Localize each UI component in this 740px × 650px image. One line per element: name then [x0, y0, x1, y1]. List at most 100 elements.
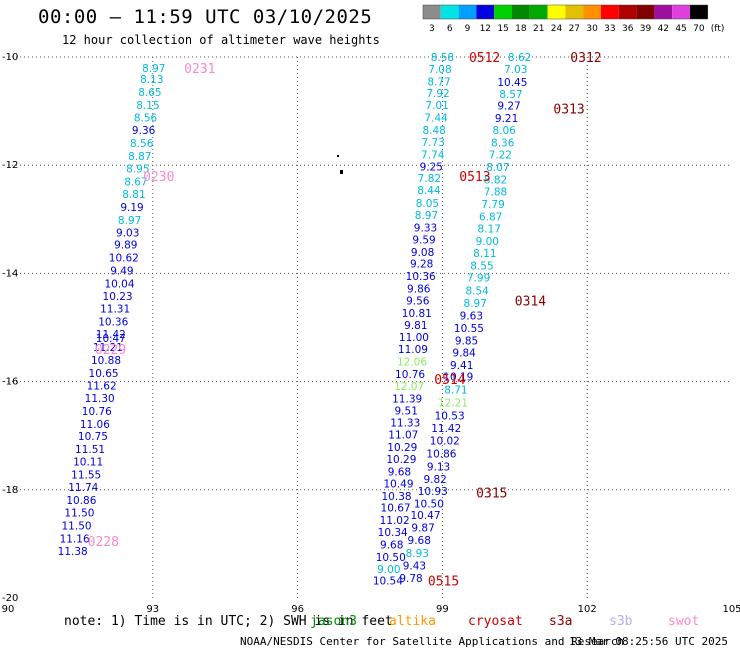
legend-swatch [601, 5, 619, 19]
wave-height-point: 11.51 [75, 444, 105, 456]
legend-swatch [440, 5, 459, 19]
wave-height-point: 8.58 [431, 52, 454, 64]
wave-height-point: 8.77 [427, 76, 450, 88]
y-tick-label: -10 [2, 52, 18, 63]
wave-height-point: 10.02 [430, 436, 460, 448]
wave-height-point: 9.27 [497, 101, 520, 113]
wave-height-point: 9.68 [408, 535, 431, 547]
wave-height-point: 10.29 [387, 442, 417, 454]
legend-swatch [423, 5, 441, 19]
track-time-labels: 0231 0230 0229 0228 0512 0513 0514 0515 0312 0313… [88, 51, 602, 590]
track-time-label: 0229 [95, 343, 126, 358]
wave-height-point: 9.36 [132, 125, 156, 137]
wave-height-point: 8.97 [415, 210, 438, 222]
island-dot [340, 170, 343, 174]
x-tick-label: 90 [2, 604, 15, 615]
legend-value-label: 12 [480, 24, 491, 34]
wave-height-point: 9.25 [420, 161, 443, 173]
legend-value-label: 3 [429, 24, 435, 34]
wave-height-point: 9.56 [406, 295, 430, 307]
track-time-label: 0231 [184, 62, 215, 77]
wave-height-point: 10.76 [82, 406, 112, 418]
wave-height-point: 9.33 [414, 222, 437, 234]
wave-height-point: 8.95 [126, 163, 149, 175]
x-tick-label: 102 [578, 604, 597, 615]
y-tick-label: -12 [2, 160, 18, 171]
wave-height-point: 10.23 [103, 291, 133, 303]
legend-swatch [565, 5, 584, 19]
track-time-label: 0514 [434, 373, 465, 388]
wave-height-point: 11.50 [64, 508, 94, 520]
footer-note: note: 1) Time is in UTC; 2) SWH is in fe… [64, 614, 393, 629]
axis-ticks: 90 93 96 99 102 105 -10 -12 -14 -16 -18 -20 [2, 52, 740, 615]
wave-height-point: 9.19 [120, 202, 143, 214]
track-time-label: 0314 [515, 294, 546, 309]
legend-swatch [529, 5, 548, 19]
wave-height-point: 10.81 [402, 308, 432, 320]
wave-height-point: 9.68 [388, 466, 411, 478]
wave-height-point: 8.07 [486, 162, 509, 174]
wave-height-point: 7.82 [418, 173, 441, 185]
wave-height-point: 10.36 [406, 271, 436, 283]
wave-height-point: 10.86 [426, 449, 456, 461]
wave-height-point: 8.05 [416, 198, 439, 210]
legend-value-label: 6 [447, 24, 453, 34]
wave-height-point: 11.09 [398, 344, 428, 356]
wave-height-point: 11.38 [58, 546, 88, 558]
wave-height-point: 9.63 [460, 311, 483, 323]
wave-height-point: 9.59 [412, 234, 435, 246]
legend-swatch [547, 5, 566, 19]
wave-height-point: 7.74 [421, 149, 445, 161]
wave-height-point: 8.71 [444, 385, 467, 397]
wave-height-point: 8.97 [118, 215, 141, 227]
wave-height-point: 7.92 [426, 88, 449, 100]
wave-height-point: 10.88 [91, 355, 121, 367]
wave-height-point: 10.54 [373, 576, 403, 588]
wave-height-point: 8.62 [508, 52, 531, 64]
wave-height-point: 7.73 [422, 137, 445, 149]
wave-height-point: 6.87 [479, 212, 502, 224]
legend-value-label: 33 [604, 24, 615, 34]
legend-swatch [494, 5, 512, 19]
wave-height-point: 10.38 [382, 491, 412, 503]
legend-value-label: 42 [658, 24, 669, 34]
map-grid [8, 56, 732, 598]
wave-height-point: 9.68 [380, 539, 403, 551]
wave-height-point: 9.08 [411, 247, 434, 259]
legend-value-label: 27 [569, 24, 580, 34]
wave-height-point: 8.15 [136, 100, 159, 112]
wave-height-point: 11.55 [71, 470, 101, 482]
legend-value-label: 9 [465, 24, 471, 34]
legend-value-label: 36 [622, 24, 634, 34]
y-tick-label: -16 [2, 377, 18, 388]
wave-height-point: 11.06 [80, 419, 110, 431]
wave-height-point: 11.50 [62, 521, 92, 533]
wave-height-point: 8.06 [492, 125, 516, 137]
wave-height-point: 8.44 [417, 185, 441, 197]
wave-height-point: 9.00 [377, 564, 400, 576]
wave-height-point: 12.07 [394, 381, 424, 393]
legend-value-label: 70 [693, 24, 705, 34]
wave-height-point: 10.67 [381, 503, 411, 515]
wave-height-point: 10.86 [66, 495, 96, 507]
wave-height-point: 8.57 [499, 89, 522, 101]
x-tick-label: 105 [722, 604, 740, 615]
wave-height-point: 9.85 [455, 335, 478, 347]
wave-height-point: 9.41 [450, 360, 473, 372]
wave-height-point: 10.65 [89, 368, 119, 380]
wave-height-point: 9.28 [410, 259, 433, 271]
track-time-label: 0515 [428, 575, 459, 590]
wave-height-point: 9.21 [495, 113, 518, 125]
wave-height-point: 9.78 [399, 573, 422, 585]
wave-height-point: 9.84 [452, 347, 476, 359]
wave-height-point: 9.43 [403, 561, 426, 573]
page-subtitle: 12 hour collection of altimeter wave hei… [62, 33, 380, 47]
legend-swatch [636, 5, 655, 19]
wave-height-point: 9.89 [114, 240, 137, 252]
wave-height-point: 9.49 [110, 266, 133, 278]
y-tick-label: -20 [2, 593, 18, 604]
track-time-label: 0312 [570, 51, 601, 66]
wave-height-point: 8.65 [138, 87, 161, 99]
wave-height-point: 10.47 [96, 333, 126, 345]
wave-height-point: 9.03 [116, 227, 139, 239]
